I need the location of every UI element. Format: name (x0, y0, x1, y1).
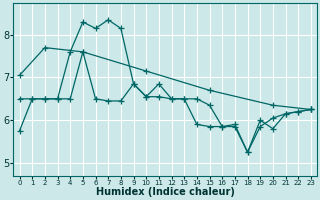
X-axis label: Humidex (Indice chaleur): Humidex (Indice chaleur) (96, 187, 235, 197)
